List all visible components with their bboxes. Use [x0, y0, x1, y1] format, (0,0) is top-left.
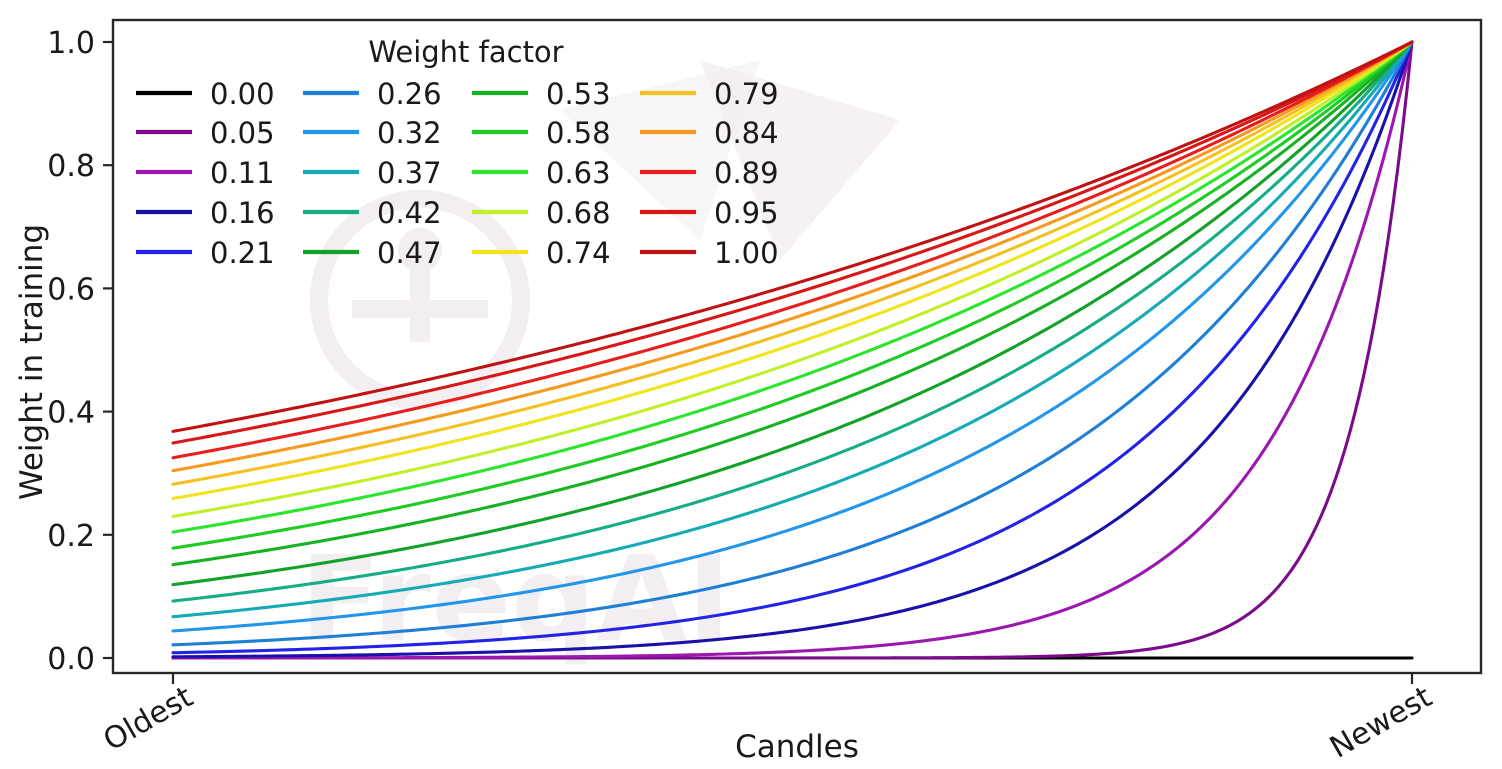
- legend-label: 0.21: [210, 236, 275, 270]
- curve-weight-factor-0.68: [171, 40, 1414, 518]
- curve-weight-factor-0.74: [171, 40, 1414, 501]
- legend-item-0.05[interactable]: 0.05: [136, 116, 275, 150]
- legend-item-0.42[interactable]: 0.42: [303, 196, 442, 230]
- legend-item-0.95[interactable]: 0.95: [640, 196, 779, 230]
- curve-weight-factor-0.79: [171, 40, 1414, 486]
- x-tick-label: Newest: [1324, 680, 1438, 766]
- legend-item-0.63[interactable]: 0.63: [472, 156, 611, 190]
- curve-weight-factor-0.26: [171, 40, 1414, 647]
- curve-weight-factor-0.47: [171, 40, 1414, 587]
- curve-weight-factor-0.32: [171, 40, 1414, 633]
- legend-item-0.11[interactable]: 0.11: [136, 156, 275, 190]
- curve-weight-factor-0.11: [171, 40, 1414, 660]
- y-tick-label: 0.8: [47, 149, 95, 184]
- legend-item-0.89[interactable]: 0.89: [640, 156, 779, 190]
- legend-title: Weight factor: [368, 35, 563, 69]
- legend-item-0.68[interactable]: 0.68: [472, 196, 611, 230]
- legend-item-0.16[interactable]: 0.16: [136, 196, 275, 230]
- legend-label: 0.00: [210, 77, 275, 111]
- legend-label: 0.63: [546, 156, 611, 190]
- legend-label: 0.16: [210, 196, 275, 230]
- legend-item-0.37[interactable]: 0.37: [303, 156, 442, 190]
- legend-label: 0.79: [714, 77, 779, 111]
- legend-label: 0.37: [377, 156, 442, 190]
- legend-item-0.21[interactable]: 0.21: [136, 236, 275, 270]
- y-axis-title: Weight in training: [14, 224, 50, 500]
- curve-weight-factor-0.42: [171, 40, 1414, 603]
- x-tick-label: Oldest: [98, 680, 200, 759]
- legend-item-0.84[interactable]: 0.84: [640, 116, 779, 150]
- legend-label: 0.11: [210, 156, 275, 190]
- y-tick-label: 0.2: [47, 519, 95, 554]
- legend-label: 0.47: [377, 236, 442, 270]
- curve-weight-factor-0.63: [171, 40, 1414, 534]
- legend-item-0.53[interactable]: 0.53: [472, 77, 611, 111]
- legend-label: 0.84: [714, 116, 779, 150]
- legend-item-0.00[interactable]: 0.00: [136, 77, 275, 111]
- legend-label: 0.74: [546, 236, 611, 270]
- legend-item-0.32[interactable]: 0.32: [303, 116, 442, 150]
- curve-weight-factor-0.53: [171, 40, 1414, 567]
- legend-label: 0.58: [546, 116, 611, 150]
- legend-label: 0.05: [210, 116, 275, 150]
- x-axis-title: Candles: [735, 729, 859, 765]
- legend-item-0.58[interactable]: 0.58: [472, 116, 611, 150]
- y-tick-label: 0.4: [47, 396, 95, 431]
- legend-item-0.74[interactable]: 0.74: [472, 236, 611, 270]
- curve-weight-factor-0.58: [171, 40, 1414, 550]
- legend-entries[interactable]: 0.00 0.05 0.11 0.16 0.21 0.26 0.32 0.37 0.42 0.47…: [136, 77, 779, 270]
- legend-item-1.00[interactable]: 1.00: [640, 236, 779, 270]
- curve-group: [171, 40, 1414, 660]
- curve-weight-factor-0.95: [171, 40, 1414, 445]
- legend-item-0.79[interactable]: 0.79: [640, 77, 779, 111]
- curve-weight-factor-1.00: [171, 40, 1414, 433]
- legend-label: 0.32: [377, 116, 442, 150]
- legend-label: 0.95: [714, 196, 779, 230]
- curve-weight-factor-0.84: [171, 40, 1414, 473]
- curve-weight-factor-0.89: [171, 40, 1414, 460]
- legend-item-0.26[interactable]: 0.26: [303, 77, 442, 111]
- legend-item-0.47[interactable]: 0.47: [303, 236, 442, 270]
- legend-label: 0.42: [377, 196, 442, 230]
- curve-weight-factor-0.37: [171, 40, 1414, 619]
- legend-label: 0.53: [546, 77, 611, 111]
- y-axis-ticks: 0.0 0.2 0.4 0.6 0.8 1.0: [47, 26, 113, 677]
- legend-label: 0.89: [714, 156, 779, 190]
- y-tick-label: 1.0: [47, 26, 95, 61]
- y-tick-label: 0.6: [47, 272, 95, 307]
- curve-weight-factor-0.16: [171, 40, 1414, 659]
- legend-label: 0.68: [546, 196, 611, 230]
- legend[interactable]: Weight factor 0.000.050.110.160.210.260.…: [136, 35, 779, 270]
- plot-frame: [111, 18, 1483, 675]
- legend-label: 1.00: [714, 236, 779, 270]
- y-tick-label: 0.0: [47, 642, 95, 677]
- legend-label: 0.26: [377, 77, 442, 111]
- curve-weight-factor-0.21: [171, 40, 1414, 655]
